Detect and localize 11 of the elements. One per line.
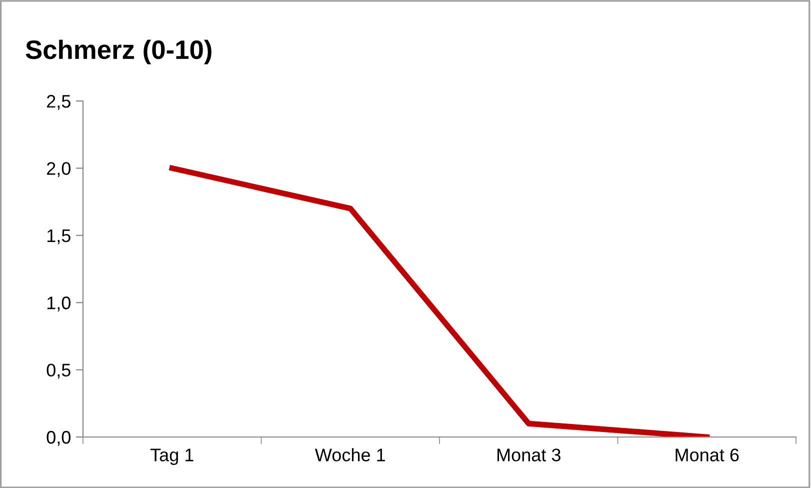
y-tick-label: 0,5	[46, 364, 70, 379]
chart-title: Schmerz (0-10)	[26, 40, 212, 64]
y-tick-label: 2,5	[47, 94, 70, 110]
y-tick-label: 1,0	[47, 296, 70, 312]
x-tick-label: Monat 6	[676, 448, 739, 462]
y-tick-label: 0,0	[46, 430, 70, 446]
y-tick-label: 1,5	[47, 230, 70, 244]
y-tick-label: 2,0	[47, 162, 70, 178]
x-tick-label: Woche 1	[314, 448, 385, 462]
x-tick-label: Monat 3	[497, 448, 560, 462]
x-tick-label: Tag 1	[150, 448, 194, 465]
